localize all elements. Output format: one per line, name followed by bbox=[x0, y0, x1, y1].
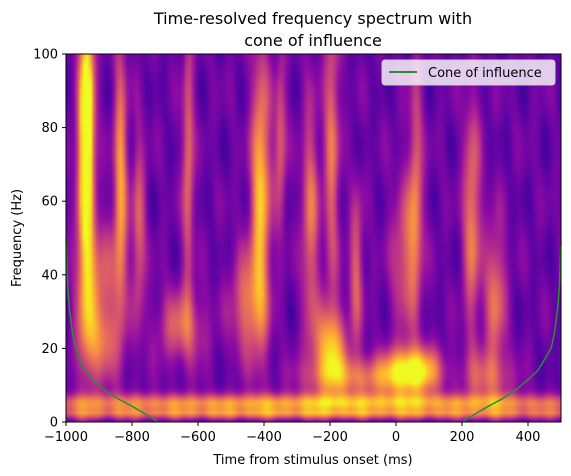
y-tick-label: 80 bbox=[41, 121, 58, 136]
x-tick-label: −800 bbox=[114, 430, 150, 445]
x-tick-label: −1000 bbox=[44, 430, 88, 445]
y-tick-label: 60 bbox=[41, 195, 58, 210]
legend-box bbox=[381, 59, 556, 86]
plot-frame bbox=[65, 53, 562, 423]
x-tick-label: 200 bbox=[450, 430, 475, 445]
y-tick-label: 100 bbox=[33, 48, 58, 63]
legend-label: Cone of influence bbox=[428, 66, 542, 81]
chart-title-line-2: cone of influence bbox=[244, 31, 382, 50]
x-tick-label: 400 bbox=[516, 430, 541, 445]
y-tick-label: 0 bbox=[50, 416, 58, 431]
x-tick-label: −400 bbox=[246, 430, 282, 445]
chart-title-line-1: Time-resolved frequency spectrum with bbox=[153, 9, 472, 28]
legend: Cone of influence bbox=[381, 59, 556, 86]
cone-of-influence-line-1 bbox=[65, 237, 159, 423]
x-tick-label: 0 bbox=[392, 430, 400, 445]
y-tick-label: 20 bbox=[41, 342, 58, 357]
y-axis: 0 20 40 60 80 100 bbox=[33, 48, 66, 431]
series-layer bbox=[65, 237, 562, 423]
x-axis-label: Time from stimulus onset (ms) bbox=[212, 453, 412, 468]
heatmap-image bbox=[66, 54, 561, 422]
y-tick-label: 40 bbox=[41, 268, 58, 283]
x-tick-label: −600 bbox=[180, 430, 216, 445]
x-axis: −1000 −800 −600 −400 −200 0 200 400 bbox=[44, 422, 540, 445]
cone-of-influence-line-2 bbox=[461, 241, 562, 423]
plot-area bbox=[65, 53, 562, 423]
y-axis-label: Frequency (Hz) bbox=[10, 189, 25, 287]
x-tick-label: −200 bbox=[312, 430, 348, 445]
